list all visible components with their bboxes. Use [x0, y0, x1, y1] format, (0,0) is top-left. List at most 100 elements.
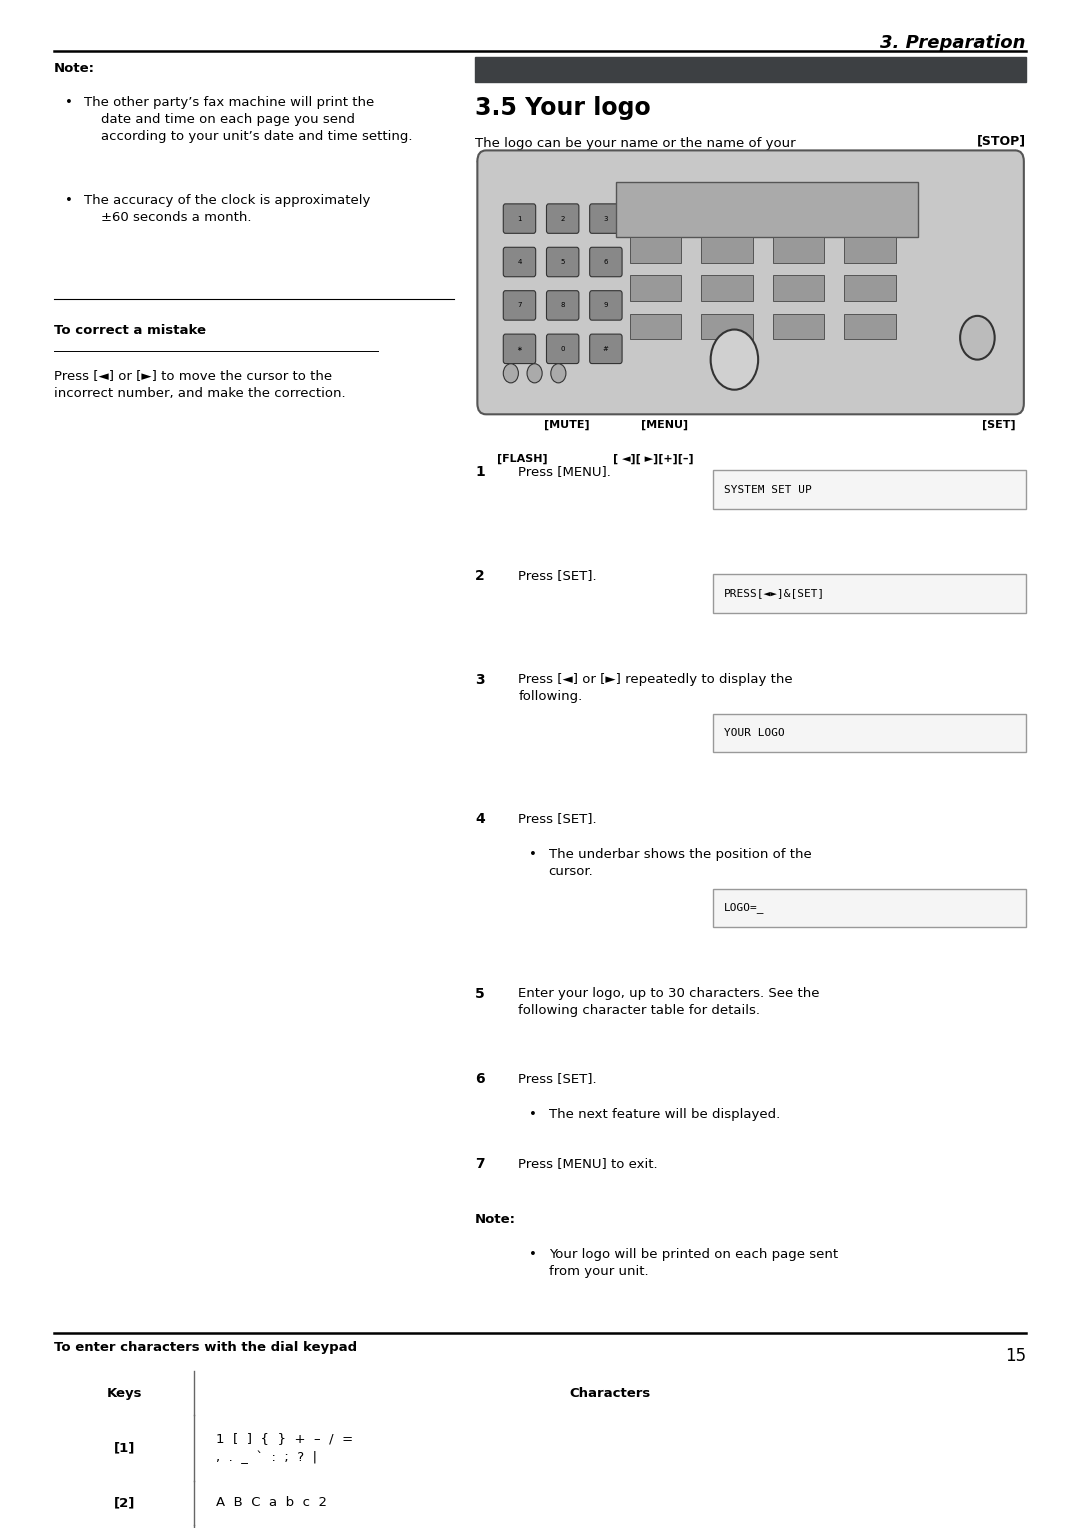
Text: [1]: [1]	[113, 1441, 135, 1455]
Text: 1: 1	[517, 215, 522, 222]
Text: 1: 1	[475, 465, 485, 478]
Text: 6: 6	[475, 1073, 485, 1086]
Text: To correct a mistake: To correct a mistake	[54, 324, 206, 338]
Text: 15: 15	[1004, 1346, 1026, 1365]
Circle shape	[960, 316, 995, 359]
Text: ∗: ∗	[516, 345, 523, 351]
Bar	[701, 237, 753, 263]
Text: Note:: Note:	[475, 1213, 516, 1225]
Text: Press [SET].: Press [SET].	[518, 568, 597, 582]
Text: The other party’s fax machine will print the
    date and time on each page you : The other party’s fax machine will print…	[84, 96, 413, 142]
Text: A  B  C  a  b  c  2: A B C a b c 2	[216, 1496, 327, 1510]
FancyBboxPatch shape	[546, 290, 579, 321]
Bar	[54, 1415, 1026, 1481]
Text: Characters: Characters	[569, 1387, 651, 1400]
Text: Press [MENU] to exit.: Press [MENU] to exit.	[518, 1157, 658, 1170]
Bar	[845, 313, 895, 339]
Bar	[713, 714, 1026, 752]
Bar	[773, 275, 824, 301]
Circle shape	[527, 364, 542, 384]
Text: 0: 0	[561, 345, 565, 351]
Text: Press [SET].: Press [SET].	[518, 1073, 597, 1085]
Text: Your logo will be printed on each page sent
from your unit.: Your logo will be printed on each page s…	[549, 1248, 838, 1279]
Text: Note:: Note:	[54, 61, 95, 75]
Text: Enter your logo, up to 30 characters. See the
following character table for deta: Enter your logo, up to 30 characters. Se…	[518, 987, 820, 1018]
FancyBboxPatch shape	[503, 290, 536, 321]
Text: The underbar shows the position of the
cursor.: The underbar shows the position of the c…	[549, 848, 811, 877]
Text: 3: 3	[475, 672, 485, 686]
FancyBboxPatch shape	[590, 203, 622, 234]
Text: [2]: [2]	[113, 1496, 135, 1510]
FancyBboxPatch shape	[546, 335, 579, 364]
Text: PRESS[◄►]&[SET]: PRESS[◄►]&[SET]	[724, 588, 825, 599]
FancyBboxPatch shape	[477, 150, 1024, 414]
Text: [FLASH]: [FLASH]	[497, 454, 548, 465]
Text: •: •	[65, 96, 72, 108]
Circle shape	[551, 364, 566, 384]
FancyBboxPatch shape	[546, 203, 579, 234]
Text: 7: 7	[475, 1157, 485, 1170]
Text: 3.5 Your logo: 3.5 Your logo	[475, 96, 651, 119]
Bar	[773, 237, 824, 263]
Bar	[773, 313, 824, 339]
Text: YOUR LOGO: YOUR LOGO	[724, 727, 784, 738]
Text: [ ◄][ ►][+][–]: [ ◄][ ►][+][–]	[613, 454, 693, 465]
Text: [SET]: [SET]	[982, 420, 1016, 429]
Text: 1  [  ]  {  }  +  –  /  =
,  .  _  `  :  ;  ?  |: 1 [ ] { } + – / = , . _ ` : ; ? |	[216, 1432, 353, 1464]
Circle shape	[711, 330, 758, 390]
Text: 9: 9	[604, 303, 608, 309]
Bar	[630, 275, 681, 301]
Text: Press [MENU].: Press [MENU].	[518, 465, 611, 478]
Text: 5: 5	[561, 260, 565, 264]
Text: SYSTEM SET UP: SYSTEM SET UP	[724, 484, 811, 495]
Text: Keys: Keys	[107, 1387, 141, 1400]
Text: #: #	[603, 345, 609, 351]
FancyBboxPatch shape	[546, 248, 579, 277]
FancyBboxPatch shape	[503, 335, 536, 364]
Bar	[701, 313, 753, 339]
Text: 3: 3	[604, 215, 608, 222]
Bar	[713, 575, 1026, 613]
FancyBboxPatch shape	[590, 248, 622, 277]
Bar	[713, 471, 1026, 509]
Text: To enter characters with the dial keypad: To enter characters with the dial keypad	[54, 1342, 357, 1354]
Text: Press [◄] or [►] repeatedly to display the
following.: Press [◄] or [►] repeatedly to display t…	[518, 672, 793, 703]
Text: 4: 4	[475, 813, 485, 827]
FancyBboxPatch shape	[590, 335, 622, 364]
Text: [STOP]: [STOP]	[977, 134, 1026, 148]
Text: 2: 2	[561, 215, 565, 222]
Text: 3. Preparation: 3. Preparation	[880, 34, 1026, 52]
Text: •: •	[529, 848, 537, 860]
FancyBboxPatch shape	[503, 248, 536, 277]
Text: •: •	[529, 1108, 537, 1120]
Bar	[845, 237, 895, 263]
Text: The accuracy of the clock is approximately
    ±60 seconds a month.: The accuracy of the clock is approximate…	[84, 194, 370, 225]
Text: [MENU]: [MENU]	[640, 420, 688, 429]
FancyBboxPatch shape	[590, 290, 622, 321]
Bar	[845, 275, 895, 301]
Circle shape	[503, 364, 518, 384]
Bar	[630, 313, 681, 339]
Bar	[475, 58, 1026, 83]
Text: 4: 4	[517, 260, 522, 264]
Text: 8: 8	[561, 303, 565, 309]
Text: Press [◄] or [►] to move the cursor to the
incorrect number, and make the correc: Press [◄] or [►] to move the cursor to t…	[54, 370, 346, 400]
Text: 5: 5	[475, 987, 485, 1001]
Bar	[54, 1525, 1026, 1528]
Text: 2: 2	[475, 568, 485, 582]
Text: The logo can be your name or the name of your
company.: The logo can be your name or the name of…	[475, 136, 796, 168]
Text: The next feature will be displayed.: The next feature will be displayed.	[549, 1108, 780, 1120]
Bar	[54, 1481, 1026, 1525]
Text: [MUTE]: [MUTE]	[544, 420, 590, 429]
Bar	[616, 182, 918, 237]
Bar	[713, 889, 1026, 927]
Text: Press [SET].: Press [SET].	[518, 813, 597, 825]
FancyBboxPatch shape	[503, 203, 536, 234]
Text: LOGO=_: LOGO=_	[724, 903, 765, 914]
Text: •: •	[529, 1248, 537, 1262]
Bar	[701, 275, 753, 301]
Bar	[630, 237, 681, 263]
Bar	[54, 1372, 1026, 1415]
Text: 7: 7	[517, 303, 522, 309]
Text: •: •	[65, 194, 72, 208]
